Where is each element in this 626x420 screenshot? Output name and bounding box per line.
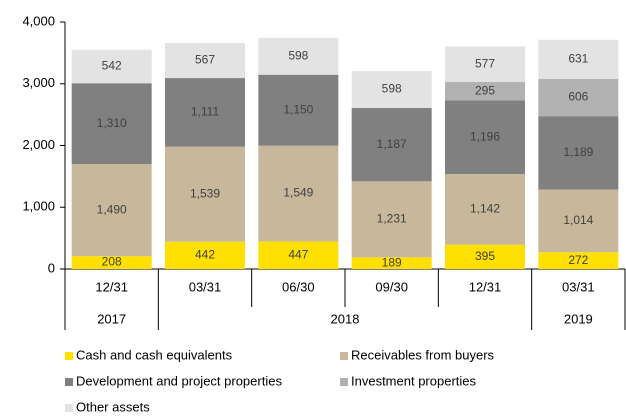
y-tick-label: 4,000 [22,13,55,28]
bar-segment [165,241,245,269]
data-label: 189 [382,255,402,269]
bar-segment [445,244,525,269]
data-label: 1,549 [283,186,313,200]
data-label: 1,196 [470,129,500,143]
bar-segment [165,78,245,147]
data-label: 1,187 [377,137,407,151]
year-label: 2018 [331,311,360,326]
data-label: 395 [475,249,495,263]
y-tick-label: 1,000 [22,199,55,214]
x-tick-label: 03/31 [562,279,595,294]
bar-segment [445,82,525,101]
data-label: 447 [288,247,308,261]
bar-segment [258,145,339,242]
x-tick-label: 09/30 [375,279,408,294]
data-label: 567 [195,53,215,67]
data-label: 1,014 [563,213,593,227]
bar-segment [165,146,245,242]
data-label: 542 [102,59,122,73]
x-tick-label: 03/31 [189,279,222,294]
data-label: 1,150 [283,102,313,116]
data-label: 1,310 [97,116,127,130]
legend-label: Cash and cash equivalents [76,347,233,362]
bar-segment [445,46,525,83]
data-label: 295 [475,83,495,97]
bar-segment [258,37,339,75]
data-label: 577 [475,56,495,70]
data-label: 606 [568,90,588,104]
bar-segment [165,43,245,79]
year-label: 2019 [564,311,593,326]
year-label: 2017 [97,311,126,326]
legend-swatch [65,378,73,386]
data-label: 598 [288,48,308,62]
data-label: 598 [382,82,402,96]
bar-segment [258,241,339,269]
data-label: 1,142 [470,202,500,216]
bar-segment [71,256,152,269]
data-label: 1,539 [190,186,220,200]
y-tick-label: 2,000 [22,137,55,152]
bar-segment [538,116,619,190]
y-tick-label: 3,000 [22,75,55,90]
data-label: 1,490 [97,202,127,216]
bar-segment [351,71,432,109]
x-tick-label: 06/30 [282,279,315,294]
legend-label: Other assets [76,399,150,414]
bar-segment [351,108,432,182]
legend-swatch [340,378,348,386]
bar-segment [538,78,619,117]
bar-segment [538,189,619,253]
data-label: 272 [568,253,588,267]
bar-segment [538,252,619,269]
bar-segment [351,181,432,258]
x-tick-label: 12/31 [469,279,502,294]
bar-segment [351,257,432,269]
bar-segment [71,83,152,165]
bar-segment [71,164,152,257]
legend-label: Receivables from buyers [351,347,495,362]
legend-swatch [65,352,73,360]
data-label: 1,189 [563,145,593,159]
data-label: 1,231 [377,211,407,225]
legend-label: Investment properties [351,373,477,388]
legend-label: Development and project properties [76,373,282,388]
y-tick-label: 0 [48,260,55,275]
x-tick-label: 12/31 [95,279,128,294]
legend-swatch [65,404,73,412]
bar-segment [258,74,339,146]
legend-swatch [340,352,348,360]
bar-segment [538,39,619,79]
data-label: 442 [195,248,215,262]
bar-segment [445,100,525,175]
bar-segment [445,174,525,245]
data-label: 208 [102,255,122,269]
bar-segment [71,49,152,84]
data-label: 631 [568,51,588,65]
data-label: 1,111 [191,105,220,119]
